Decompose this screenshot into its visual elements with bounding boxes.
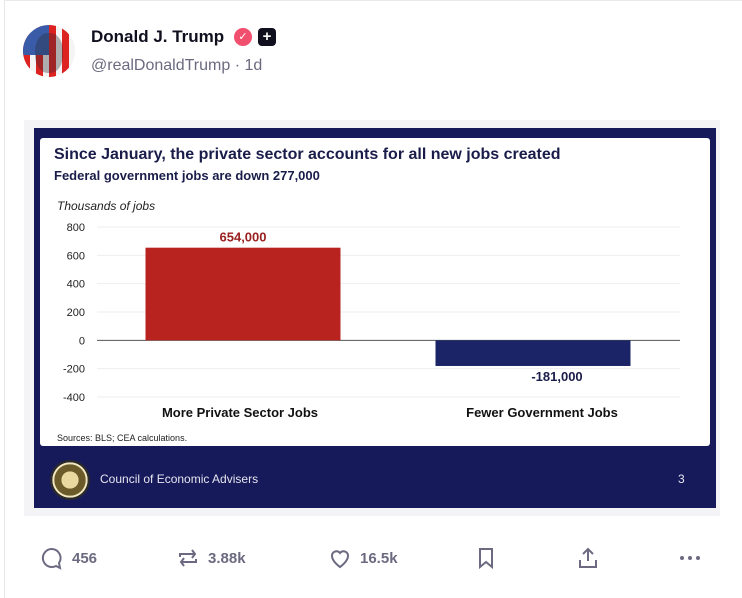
y-tick-label: 400 (67, 279, 85, 291)
author-handle[interactable]: @realDonaldTrump · 1d (91, 57, 263, 74)
share-icon (579, 547, 597, 568)
y-tick-label: 0 (79, 335, 85, 347)
bookmark-button[interactable] (474, 546, 498, 570)
bar (145, 247, 341, 341)
like-count: 16.5k (360, 549, 398, 567)
chart-subtitle: Federal government jobs are down 277,000 (54, 168, 320, 183)
category-label: More Private Sector Jobs (162, 405, 318, 420)
like-button[interactable]: 16.5k (328, 546, 398, 570)
repost-count: 3.88k (208, 549, 246, 567)
chart-title: Since January, the private sector accoun… (54, 146, 561, 163)
plus-badge-icon: + (258, 28, 276, 46)
chart-sources: Sources: BLS; CEA calculations. (57, 433, 188, 443)
post-image[interactable]: Since January, the private sector accoun… (24, 120, 720, 516)
bookmark-icon (479, 548, 493, 570)
repost-button[interactable]: 3.88k (176, 546, 246, 570)
repost-icon (179, 549, 197, 567)
author-name[interactable]: Donald J. Trump (91, 27, 225, 46)
heart-icon (331, 550, 349, 569)
y-tick-label: 800 (67, 222, 85, 234)
y-tick-label: -200 (63, 364, 85, 376)
category-label: Fewer Government Jobs (466, 405, 618, 420)
verified-badge-icon: ✓ (234, 28, 252, 46)
reply-icon (41, 547, 62, 570)
y-tick-label: 200 (67, 307, 85, 319)
y-tick-label: -400 (63, 392, 85, 404)
reply-count: 456 (72, 549, 98, 567)
post-container (4, 0, 742, 598)
post-time: 1d (244, 57, 263, 74)
bar (435, 340, 631, 366)
page-number: 3 (678, 472, 685, 486)
more-icon (680, 556, 700, 560)
action-bar: 456 3.88k 16.5k (0, 546, 742, 574)
bar-chart: 800 600 400 200 0 -200 -400 654,000 More Private… (63, 222, 680, 420)
cea-seal-icon (50, 460, 90, 500)
avatar[interactable] (23, 25, 75, 77)
footer-org: Council of Economic Advisers (100, 472, 259, 486)
handle-text: @realDonaldTrump (91, 57, 231, 74)
y-tick-label: 600 (67, 250, 85, 262)
data-label: 654,000 (220, 230, 267, 245)
more-options-button[interactable] (678, 546, 702, 570)
reply-button[interactable]: 456 (40, 546, 97, 570)
data-label: -181,000 (531, 369, 582, 384)
share-button[interactable] (576, 546, 600, 570)
y-axis-label: Thousands of jobs (57, 199, 156, 213)
